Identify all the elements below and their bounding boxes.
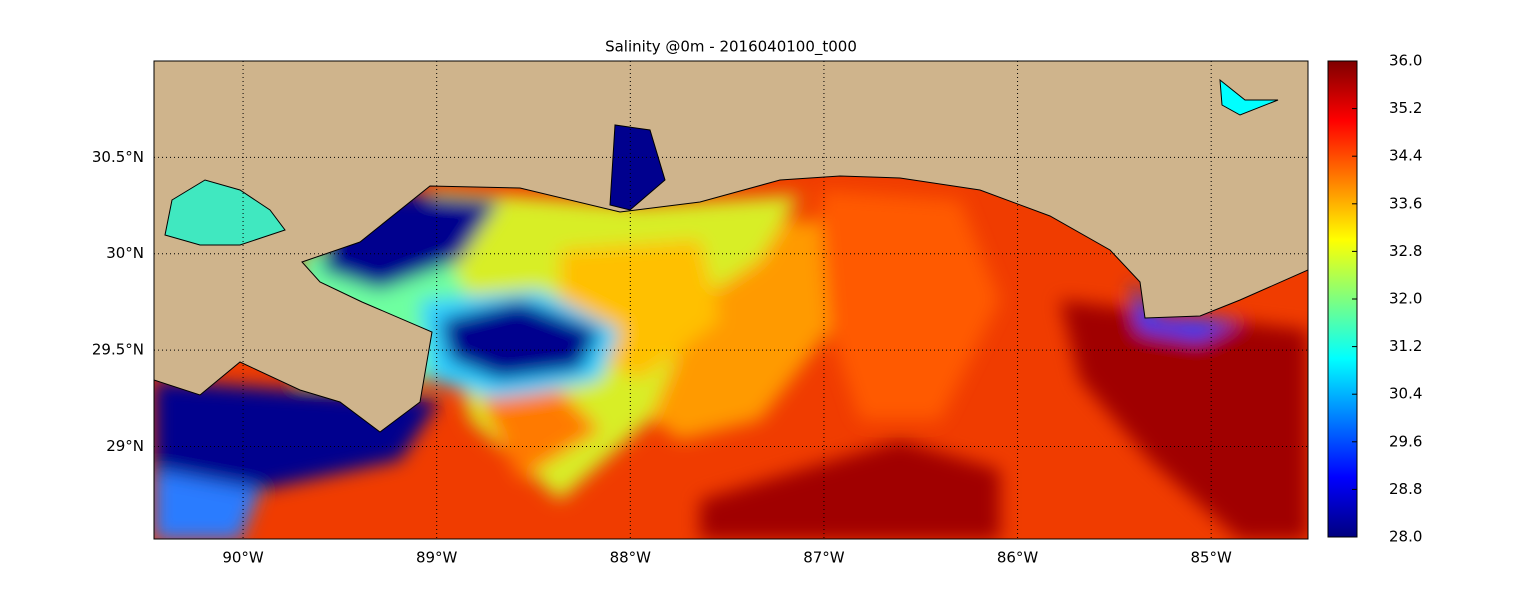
title: Salinity @0m - 2016040100_t000 — [605, 38, 857, 57]
colorbar-tick-label: 28.0 — [1389, 528, 1422, 546]
y-tick-label: 29.5°N — [92, 341, 144, 359]
colorbar-tick-label: 29.6 — [1389, 432, 1422, 450]
colorbar-tick-label: 34.4 — [1389, 147, 1422, 165]
x-tick-label: 89°W — [416, 549, 458, 567]
colorbar-tick-label: 36.0 — [1389, 52, 1422, 70]
axes: 90°W 89°W 88°W 87°W 86°W 85°W 29°N 29.5°N 30°N 30… — [92, 61, 1308, 567]
colorbar-tick-label: 30.4 — [1389, 385, 1422, 403]
map-area — [154, 61, 1308, 539]
x-tick-label: 85°W — [1190, 549, 1232, 567]
x-tick-label: 87°W — [803, 549, 845, 567]
y-tick-label: 30°N — [106, 244, 144, 262]
y-tick-label: 29°N — [106, 437, 144, 455]
lake — [164, 179, 286, 246]
x-tick-label: 90°W — [222, 549, 264, 567]
x-tick-label: 88°W — [610, 549, 652, 567]
lake — [1219, 78, 1279, 116]
plot-frame — [153, 60, 1309, 540]
colorbar-tick-label: 33.6 — [1389, 194, 1422, 212]
colorbar: 28.0 28.8 29.6 30.4 31.2 32.0 32.8 33.6 34.4 35.2… — [1327, 52, 1422, 546]
colorbar-tick-label: 35.2 — [1389, 99, 1422, 117]
colorbar-tick-label: 28.8 — [1389, 480, 1422, 498]
x-tick-label: 86°W — [997, 549, 1039, 567]
bay — [609, 124, 666, 211]
colorbar-tick-label: 32.8 — [1389, 242, 1422, 260]
colorbar-tick-label: 31.2 — [1389, 337, 1422, 355]
colorbar-tick-label: 32.0 — [1389, 290, 1422, 308]
y-tick-label: 30.5°N — [92, 148, 144, 166]
coastline — [154, 175, 1308, 433]
